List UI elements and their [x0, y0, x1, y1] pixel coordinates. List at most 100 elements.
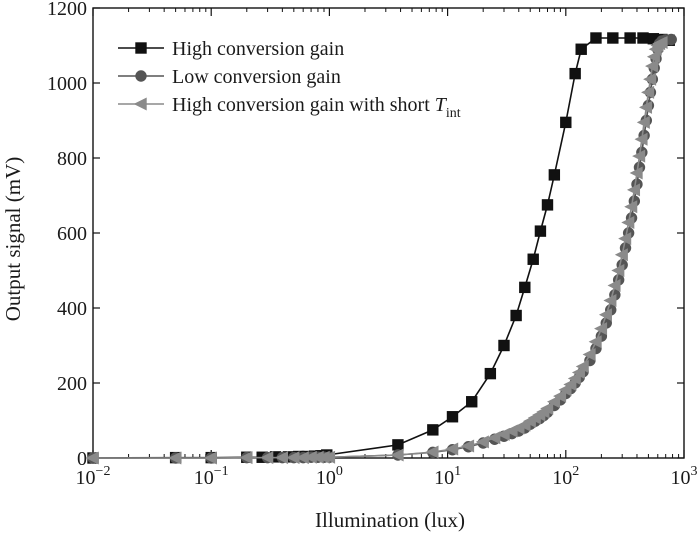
data-point	[510, 309, 522, 322]
x-tick-label: 103	[671, 464, 698, 489]
data-point	[390, 448, 404, 462]
y-tick-label: 400	[57, 298, 87, 320]
x-tick-label: 10−2	[76, 464, 111, 489]
data-point	[567, 371, 581, 386]
x-tick-base: 10	[194, 467, 214, 489]
data-point	[547, 395, 561, 409]
legend-label: High conversion gain with short Tint	[172, 94, 461, 121]
y-tick-label: 600	[57, 223, 87, 245]
x-tick-exponent: −2	[96, 464, 111, 479]
y-tick-label: 1000	[47, 73, 87, 95]
data-point	[607, 32, 619, 44]
data-point	[634, 132, 648, 146]
legend-marker	[135, 70, 147, 82]
data-point	[624, 200, 638, 214]
data-point	[498, 339, 510, 352]
x-tick-exponent: 0	[336, 464, 343, 479]
data-point	[563, 377, 577, 392]
legend-label: High conversion gain	[172, 38, 344, 60]
data-point	[260, 451, 274, 465]
data-point	[558, 383, 572, 397]
x-tick-label: 100	[316, 464, 343, 489]
data-point	[541, 199, 554, 211]
x-axis-ticks: 10−2 10−1 100 101 102 103	[76, 8, 698, 489]
data-point	[569, 67, 581, 80]
data-point	[645, 59, 659, 73]
data-point	[627, 183, 641, 197]
data-point	[461, 439, 475, 453]
x-tick-label: 102	[552, 464, 579, 489]
data-point	[588, 335, 602, 349]
x-tick-base: 10	[552, 467, 572, 489]
data-point	[560, 116, 572, 129]
data-point	[203, 451, 217, 465]
x-tick-exponent: 3	[691, 464, 698, 479]
data-point	[534, 225, 547, 237]
data-point	[654, 35, 668, 50]
data-point	[632, 149, 646, 163]
data-point	[85, 451, 99, 465]
data-point	[643, 72, 657, 86]
y-axis-ticks: 0 200 400 600 800 1000 1200	[47, 0, 684, 470]
x-tick-base: 10	[434, 467, 454, 489]
data-point	[575, 359, 589, 374]
data-point	[629, 166, 643, 180]
x-axis-label: Illumination (lux)	[315, 508, 465, 532]
data-point	[665, 33, 677, 46]
data-point	[621, 215, 635, 230]
data-point	[641, 85, 655, 99]
data-point	[594, 322, 608, 336]
x-tick-base: 10	[671, 467, 691, 489]
data-point	[527, 253, 539, 265]
data-point	[548, 169, 561, 181]
x-tick-exponent: −1	[214, 464, 229, 479]
data-point	[553, 389, 567, 403]
data-point	[484, 367, 497, 380]
y-tick-label: 0	[77, 448, 87, 470]
y-tick-label: 200	[57, 373, 87, 395]
data-point	[639, 100, 653, 114]
y-axis-label: Output signal (mV)	[1, 157, 25, 321]
data-point	[607, 278, 621, 293]
data-point	[445, 442, 459, 456]
data-point	[611, 263, 625, 278]
legend-label-text: High conversion gain	[172, 38, 344, 60]
legend-label-subscript: int	[446, 106, 461, 121]
legend-marker	[133, 97, 147, 111]
legend-label-text: High conversion gain with short	[172, 94, 435, 116]
data-point	[571, 365, 585, 380]
data-point	[603, 293, 617, 308]
data-point	[618, 232, 632, 246]
data-point	[427, 424, 439, 436]
data-point	[519, 281, 531, 294]
legend-marker	[135, 42, 147, 54]
data-point	[646, 50, 660, 64]
x-tick-label: 101	[434, 464, 461, 489]
legend-label: Low conversion gain	[172, 66, 341, 88]
series-group	[85, 32, 677, 465]
legend-label-text: Low conversion gain	[172, 66, 341, 88]
data-point	[624, 32, 636, 44]
data-point	[322, 450, 336, 464]
data-point	[168, 451, 182, 465]
data-point	[425, 445, 439, 459]
data-point	[239, 451, 253, 465]
x-tick-exponent: 1	[454, 464, 461, 479]
legend: High conversion gain Low conversion gain H…	[118, 38, 461, 121]
data-point	[582, 347, 596, 362]
data-point	[540, 401, 554, 416]
y-tick-label: 800	[57, 148, 87, 170]
data-point	[475, 435, 489, 449]
x-tick-label: 10−1	[194, 464, 229, 489]
y-tick-label: 1200	[47, 0, 87, 20]
data-point	[466, 396, 478, 408]
x-tick-exponent: 2	[572, 464, 579, 479]
series-3	[85, 35, 668, 465]
data-point	[614, 248, 628, 262]
data-point	[637, 32, 649, 44]
legend-label-variable: T	[435, 94, 448, 116]
x-tick-base: 10	[76, 467, 96, 489]
data-point	[575, 43, 587, 55]
x-tick-base: 10	[316, 467, 336, 489]
